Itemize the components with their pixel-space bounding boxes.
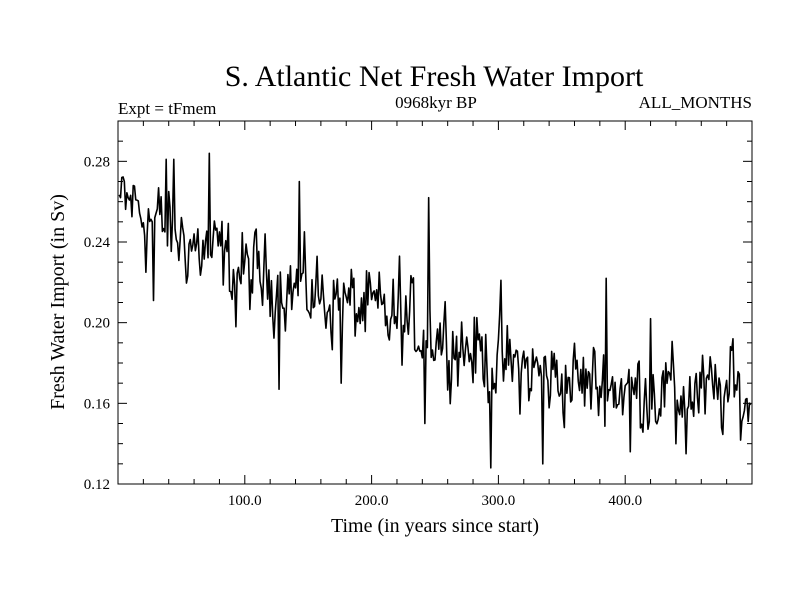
- plot-frame: [117, 120, 753, 485]
- y-tick-label: 0.28: [84, 154, 110, 170]
- y-tick-label: 0.12: [84, 477, 110, 493]
- chart-subtitle-left: Expt = tFmem: [118, 99, 216, 118]
- x-tick-label: 300.0: [482, 493, 516, 509]
- chart-subtitle-right: ALL_MONTHS: [639, 93, 752, 112]
- x-tick-label: 400.0: [608, 493, 642, 509]
- x-axis-label: Time (in years since start): [331, 515, 539, 537]
- axis-ticks: [118, 121, 752, 484]
- x-tick-label: 200.0: [355, 493, 389, 509]
- x-tick-label: 100.0: [228, 493, 262, 509]
- y-tick-label: 0.24: [84, 235, 111, 251]
- y-tick-label: 0.20: [84, 316, 110, 332]
- axis-tick-labels: 100.0 200.0 300.0 400.0 0.12 0.16 0.20 0.24 0.28: [84, 154, 642, 509]
- y-tick-label: 0.16: [84, 396, 111, 412]
- chart-subtitle-center: 0968kyr BP: [395, 93, 477, 112]
- y-axis-label: Fresh Water Import (in Sv): [47, 194, 69, 410]
- series-line: [118, 152, 752, 469]
- chart-title: S. Atlantic Net Fresh Water Import: [225, 60, 644, 93]
